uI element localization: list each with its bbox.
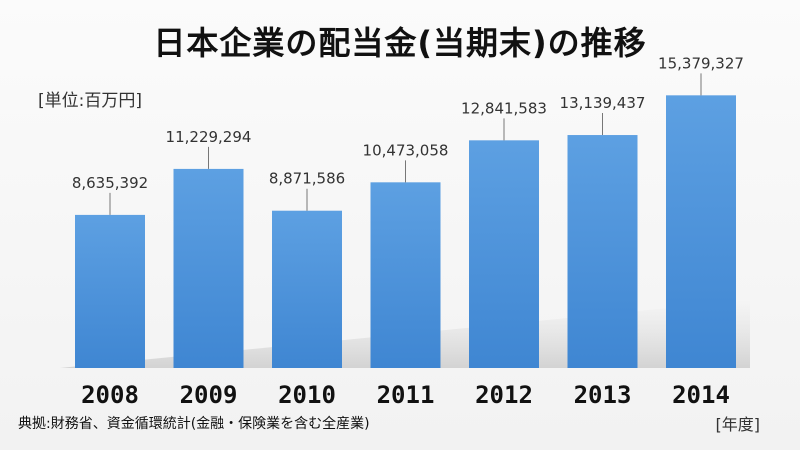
value-label-2008: 8,635,392 [72,174,148,192]
source-note: 典拠:財務省、資金循環統計(金融・保険業を含む全産業) [18,416,370,432]
bar-2011 [370,182,441,368]
value-label-2009: 11,229,294 [166,128,252,146]
value-label-2010: 8,871,586 [269,170,345,188]
bar-2008 [75,214,145,368]
x-axis-unit-label: [年度] [715,415,761,434]
value-label-2011: 10,473,058 [363,141,449,159]
x-tick-label-2012: 2012 [475,381,533,409]
x-tick-label-2014: 2014 [672,381,730,409]
value-label-2013: 13,139,437 [560,94,646,112]
chart-title: 日本企業の配当金(当期末)の推移 [153,24,647,62]
bar-2009 [173,168,244,368]
bar-2012 [469,140,539,368]
x-tick-label-2009: 2009 [180,381,238,409]
bar-2013 [567,135,638,368]
x-tick-label-2010: 2010 [278,381,336,409]
bar-2014 [666,95,736,369]
x-tick-label-2011: 2011 [377,381,435,409]
value-label-2014: 15,379,327 [658,54,744,72]
value-label-2012: 12,841,583 [461,99,547,117]
x-tick-label-2013: 2013 [574,381,632,409]
bar-2010 [272,210,342,368]
unit-label: [単位:百万円] [38,91,142,111]
x-tick-label-2008: 2008 [81,381,139,409]
